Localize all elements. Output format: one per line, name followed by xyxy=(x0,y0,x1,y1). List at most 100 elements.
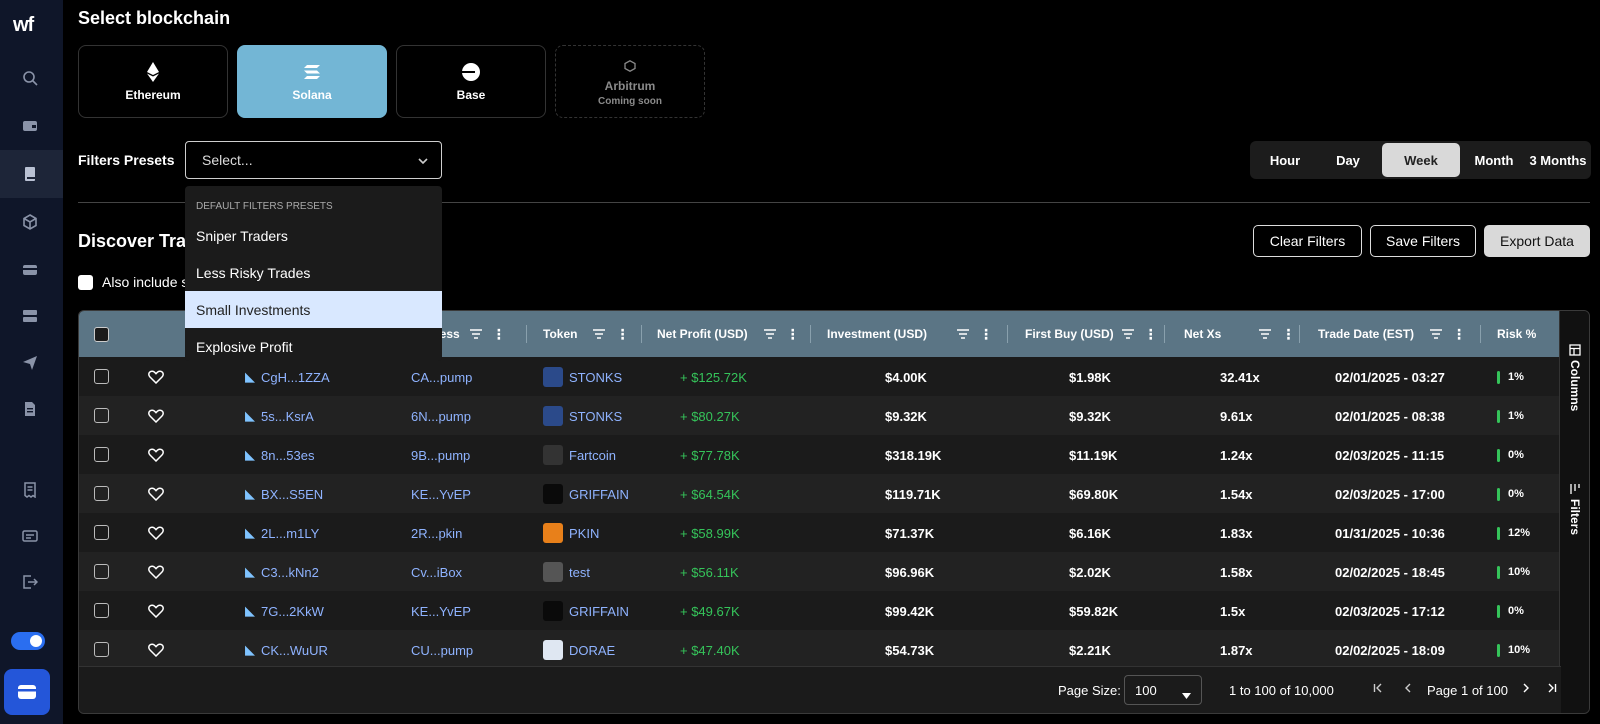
wallet-cell[interactable]: ◣ 2L...m1LY xyxy=(245,513,319,553)
token-cell[interactable]: STONKS xyxy=(543,357,622,397)
include-checkbox[interactable] xyxy=(78,274,93,290)
table-row[interactable]: ◣ 2L...m1LY 2R...pkin PKIN + $58.99K $71.37K $… xyxy=(79,513,1561,553)
row-checkbox[interactable] xyxy=(94,447,109,462)
wallet-connect-button[interactable] xyxy=(4,669,50,715)
wallet-icon[interactable] xyxy=(20,116,40,136)
search-icon[interactable] xyxy=(20,68,40,88)
wallet-cell[interactable]: ◣ CgH...1ZZA xyxy=(245,357,330,397)
filter-icon[interactable] xyxy=(469,329,482,339)
period-day[interactable]: Day xyxy=(1336,152,1360,168)
column-address[interactable]: ress ⋮ xyxy=(435,311,506,357)
filter-icon[interactable] xyxy=(957,329,970,339)
preset-sniper-traders[interactable]: Sniper Traders xyxy=(196,227,288,244)
preset-explosive-profit[interactable]: Explosive Profit xyxy=(196,338,293,355)
column-menu-icon[interactable]: ⋮ xyxy=(1143,325,1158,342)
wallet-cell[interactable]: ◣ 7G...2KkW xyxy=(245,591,324,631)
select-all-checkbox[interactable] xyxy=(94,327,109,342)
document-icon[interactable] xyxy=(20,399,40,419)
favorite-heart-icon[interactable] xyxy=(148,396,164,436)
column-menu-icon[interactable]: ⋮ xyxy=(1281,325,1296,342)
wallet-cell[interactable]: ◣ 8n...53es xyxy=(245,435,315,475)
include-option[interactable]: Also include s xyxy=(78,274,188,290)
period-hour[interactable]: Hour xyxy=(1269,152,1301,168)
next-page-icon[interactable] xyxy=(1521,681,1531,696)
token-cell[interactable]: test xyxy=(543,552,590,592)
table-row[interactable]: ◣ CK...WuUR CU...pump DORAE + $47.40K $54.73K… xyxy=(79,630,1561,670)
favorite-heart-icon[interactable] xyxy=(148,357,164,397)
clear-filters-button[interactable]: Clear Filters xyxy=(1253,225,1362,257)
first-page-icon[interactable] xyxy=(1373,681,1383,696)
filter-icon[interactable] xyxy=(1430,329,1443,339)
favorite-heart-icon[interactable] xyxy=(148,435,164,475)
table-row[interactable]: ◣ BX...S5EN KE...YvEP GRIFFAIN + $64.54K $119… xyxy=(79,474,1561,514)
column-risk[interactable]: Risk % xyxy=(1497,311,1536,357)
logout-icon[interactable] xyxy=(20,572,40,592)
export-data-button[interactable]: Export Data xyxy=(1484,225,1590,257)
table-row[interactable]: ◣ 8n...53es 9B...pump Fartcoin + $77.78K $318… xyxy=(79,435,1561,475)
favorite-heart-icon[interactable] xyxy=(148,630,164,670)
server-icon[interactable] xyxy=(20,306,40,326)
card-icon[interactable] xyxy=(20,260,40,280)
chain-base[interactable]: Base xyxy=(396,45,546,118)
token-cell[interactable]: GRIFFAIN xyxy=(543,591,629,631)
page-size-select[interactable]: 100 xyxy=(1124,675,1202,705)
filter-icon[interactable] xyxy=(763,329,776,339)
token-address[interactable]: 6N...pump xyxy=(411,408,471,424)
cube-icon[interactable] xyxy=(20,212,40,232)
columns-panel-toggle[interactable]: Columns xyxy=(1568,344,1582,411)
row-checkbox[interactable] xyxy=(94,486,109,501)
chain-ethereum[interactable]: Ethereum xyxy=(78,45,228,118)
token-cell[interactable]: STONKS xyxy=(543,396,622,436)
book-icon[interactable] xyxy=(20,164,40,184)
token-address[interactable]: Cv...iBox xyxy=(411,564,463,580)
token-address[interactable]: CA...pump xyxy=(411,369,473,385)
column-trade-date[interactable]: Trade Date (EST) ⋮ xyxy=(1318,311,1466,357)
preset-less-risky-trades[interactable]: Less Risky Trades xyxy=(196,264,311,281)
filter-icon[interactable] xyxy=(1259,329,1272,339)
wallet-cell[interactable]: ◣ C3...kNn2 xyxy=(245,552,319,592)
favorite-heart-icon[interactable] xyxy=(148,474,164,514)
token-address[interactable]: KE...YvEP xyxy=(411,603,471,619)
column-menu-icon[interactable]: ⋮ xyxy=(1452,325,1467,342)
token-address[interactable]: 9B...pump xyxy=(411,447,471,463)
filter-icon[interactable] xyxy=(593,329,606,339)
favorite-heart-icon[interactable] xyxy=(148,513,164,553)
previous-page-icon[interactable] xyxy=(1403,681,1413,696)
send-icon[interactable] xyxy=(20,353,40,373)
wallet-cell[interactable]: ◣ BX...S5EN xyxy=(245,474,323,514)
token-address[interactable]: 2R...pkin xyxy=(411,525,463,541)
column-net-xs[interactable]: Net Xs ⋮ xyxy=(1184,311,1295,357)
row-checkbox[interactable] xyxy=(94,369,109,384)
column-menu-icon[interactable]: ⋮ xyxy=(615,325,630,342)
row-checkbox[interactable] xyxy=(94,603,109,618)
table-row[interactable]: ◣ 5s...KsrA 6N...pump STONKS + $80.27K $9.32K… xyxy=(79,396,1561,436)
receipt-icon[interactable] xyxy=(20,480,40,500)
column-first-buy[interactable]: First Buy (USD) ⋮ xyxy=(1025,311,1158,357)
wallet-cell[interactable]: ◣ CK...WuUR xyxy=(245,630,328,670)
token-cell[interactable]: DORAE xyxy=(543,630,615,670)
filter-icon[interactable] xyxy=(1121,329,1134,339)
token-cell[interactable]: Fartcoin xyxy=(543,435,616,475)
column-token[interactable]: Token ⋮ xyxy=(543,311,629,357)
row-checkbox[interactable] xyxy=(94,408,109,423)
wallet-cell[interactable]: ◣ 5s...KsrA xyxy=(245,396,314,436)
column-investment[interactable]: Investment (USD) ⋮ xyxy=(827,311,993,357)
period-month[interactable]: Month xyxy=(1474,152,1514,168)
row-checkbox[interactable] xyxy=(94,642,109,657)
column-menu-icon[interactable]: ⋮ xyxy=(491,325,506,342)
table-row[interactable]: ◣ C3...kNn2 Cv...iBox test + $56.11K $96.96K $… xyxy=(79,552,1561,592)
row-checkbox[interactable] xyxy=(94,564,109,579)
token-address[interactable]: CU...pump xyxy=(411,642,474,658)
favorite-heart-icon[interactable] xyxy=(148,552,164,592)
token-address[interactable]: KE...YvEP xyxy=(411,486,471,502)
token-cell[interactable]: PKIN xyxy=(543,513,599,553)
id-card-icon[interactable] xyxy=(20,526,40,546)
chain-solana[interactable]: Solana xyxy=(237,45,387,118)
column-menu-icon[interactable]: ⋮ xyxy=(785,325,800,342)
period-week[interactable]: Week xyxy=(1382,143,1460,177)
row-checkbox[interactable] xyxy=(94,525,109,540)
last-page-icon[interactable] xyxy=(1547,681,1557,696)
filters-panel-toggle[interactable]: Filters xyxy=(1568,483,1582,535)
table-row[interactable]: ◣ CgH...1ZZA CA...pump STONKS + $125.72K $4.0… xyxy=(79,357,1561,397)
filters-presets-select[interactable]: Select... xyxy=(185,141,442,179)
